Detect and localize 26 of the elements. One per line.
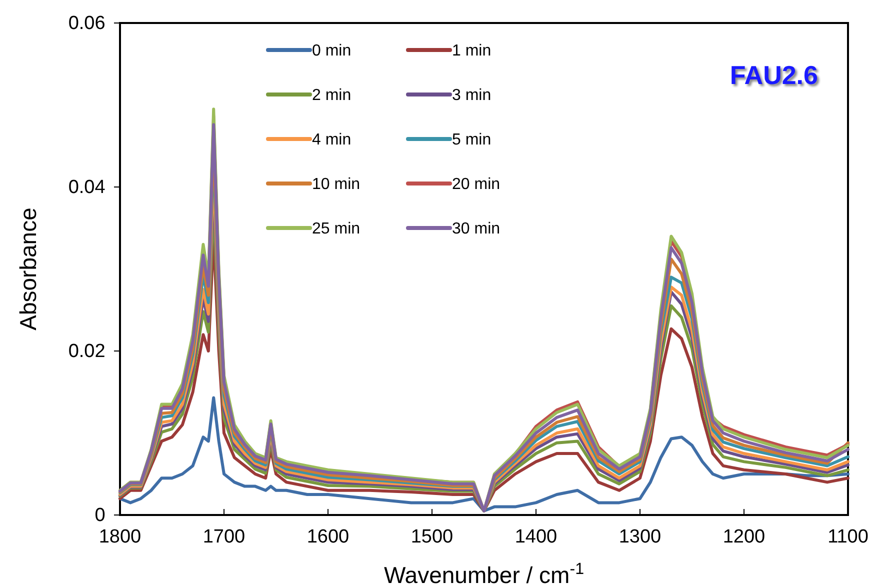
line-series bbox=[118, 396, 850, 512]
y-axis-title: Absorbance bbox=[15, 208, 41, 330]
legend-label: 3 min bbox=[452, 87, 492, 104]
legend-label: 5 min bbox=[452, 132, 492, 149]
text: FAU2.6 bbox=[730, 60, 818, 90]
x-tick-label: 1600 bbox=[306, 526, 350, 548]
legend-label: 30 min bbox=[452, 220, 500, 238]
legend-label: 2 min bbox=[312, 87, 352, 104]
x-tick-label: 1500 bbox=[410, 526, 454, 548]
legend-label: 10 min bbox=[312, 176, 360, 194]
x-tick-label: 1200 bbox=[722, 526, 766, 548]
x-tick-label: 1400 bbox=[514, 526, 558, 548]
x-axis-title: Wavenumber / cm$^{-1}$ bbox=[384, 560, 584, 587]
x-tick-label: 1800 bbox=[98, 526, 142, 548]
y-tick-label: 0.06 bbox=[68, 13, 106, 34]
legend-label: 20 min bbox=[452, 176, 500, 194]
y-tick-label: 0 bbox=[94, 505, 106, 526]
legend-label: 0 min bbox=[312, 42, 352, 60]
x-tick-label: 1700 bbox=[202, 526, 246, 548]
legend-label: 4 min bbox=[312, 132, 352, 149]
x-tick-label: 1300 bbox=[618, 526, 662, 548]
legend-label: 25 min bbox=[312, 220, 360, 238]
x-tick-label: 1100 bbox=[828, 526, 868, 548]
legend-label: 1 min bbox=[452, 42, 492, 60]
y-tick-label: 0.04 bbox=[68, 177, 106, 198]
y-tick-label: 0.02 bbox=[68, 341, 106, 362]
